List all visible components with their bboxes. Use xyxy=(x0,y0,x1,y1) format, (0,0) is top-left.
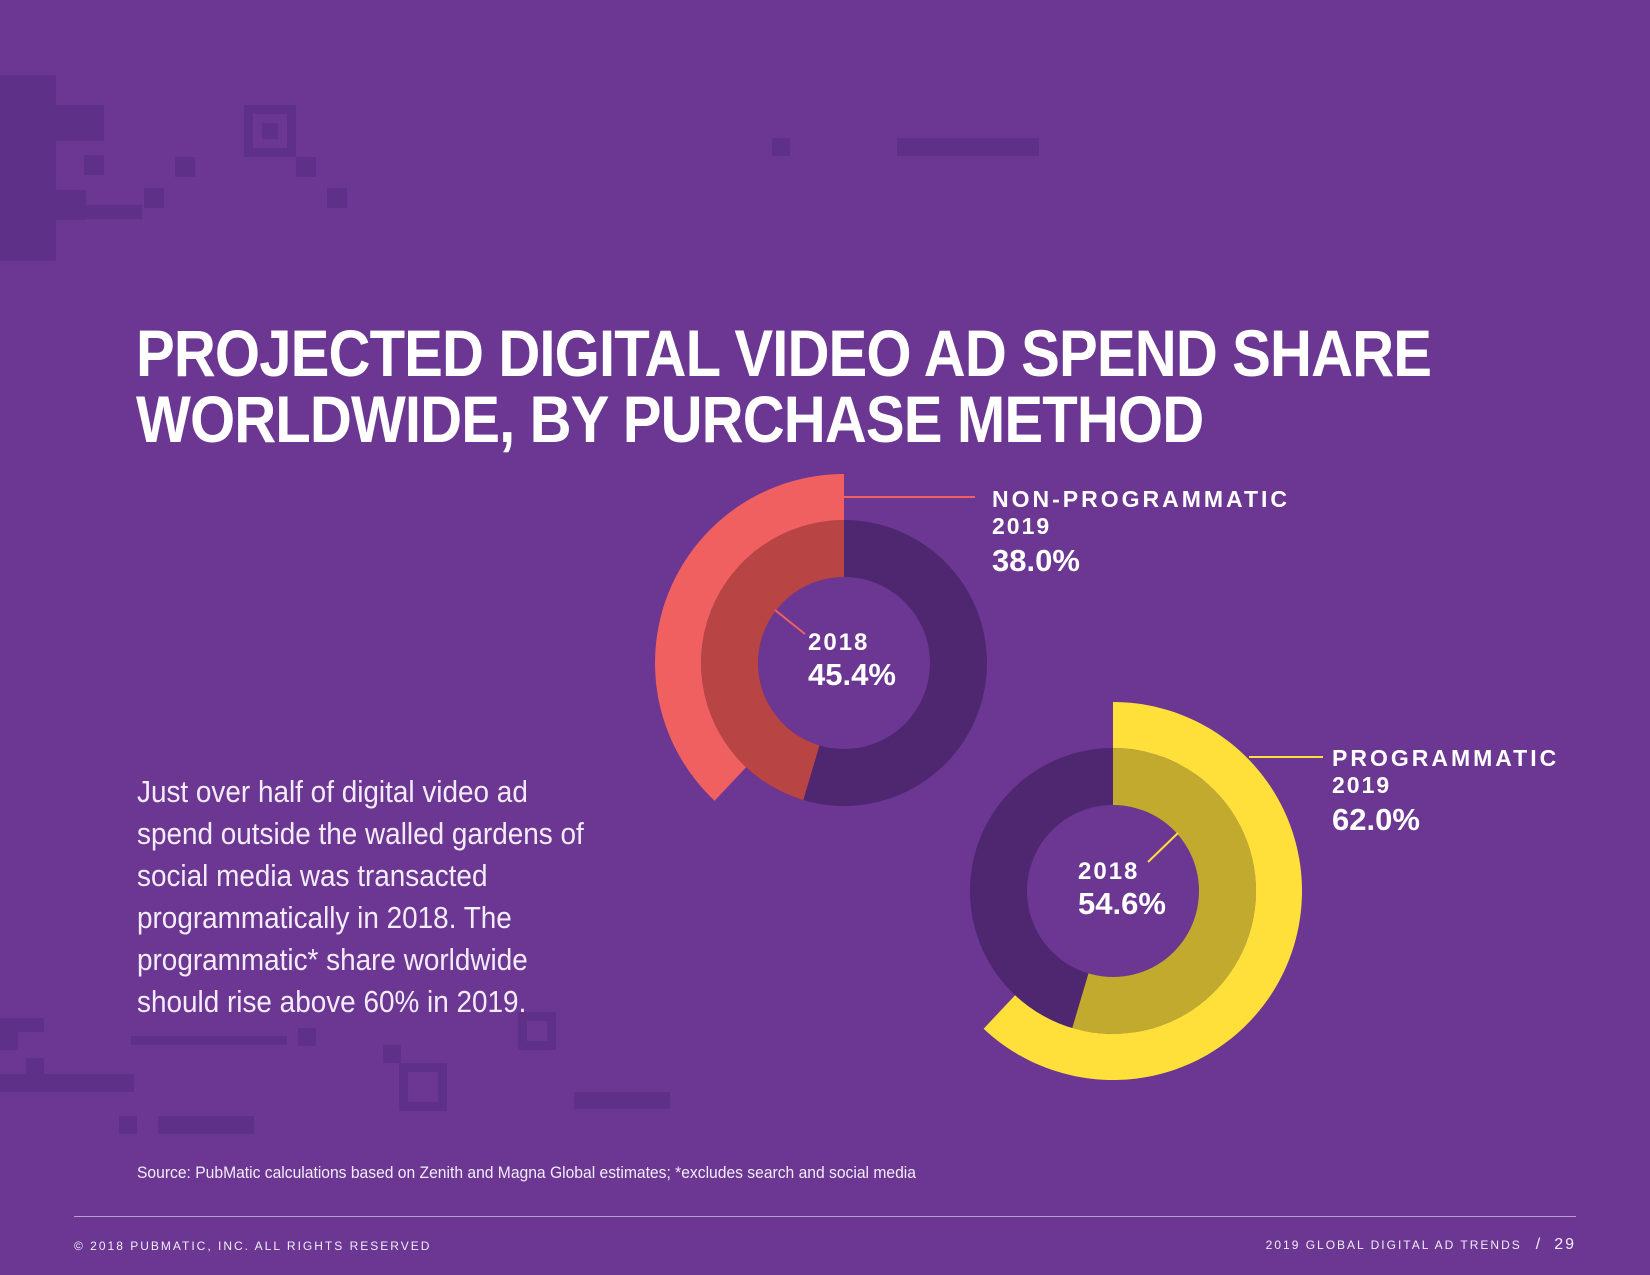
non-programmatic-2019-arc xyxy=(655,474,844,801)
decor-block xyxy=(56,190,86,220)
decor-block xyxy=(158,1116,254,1134)
body-text: Just over half of digital video ad spend… xyxy=(137,774,584,1019)
non-programmatic-callout-year: 2019 xyxy=(992,513,1051,539)
footer-separator: / xyxy=(1535,1236,1543,1253)
footer-divider xyxy=(74,1216,1576,1217)
decor-block xyxy=(327,188,347,208)
decor-block xyxy=(131,1036,287,1045)
decor-block xyxy=(26,1058,44,1076)
footer-report: 2019 GLOBAL DIGITAL AD TRENDS / 29 xyxy=(1266,1236,1576,1254)
programmatic-center-year: 2018 xyxy=(1078,858,1139,885)
footer-report-title: 2019 GLOBAL DIGITAL AD TRENDS xyxy=(1265,1238,1522,1252)
decor-block xyxy=(0,1032,18,1050)
decor-block xyxy=(175,157,195,177)
decor-block xyxy=(0,1018,44,1032)
decor-square xyxy=(399,1063,447,1111)
decor-block xyxy=(574,1092,670,1109)
donut-charts: NON-PROGRAMMATIC201938.0%201845.4%PROGRA… xyxy=(655,474,1559,1080)
programmatic-2018-arc xyxy=(1072,748,1256,1034)
decor-block xyxy=(84,155,104,175)
decor-block xyxy=(897,138,1039,156)
footer-copyright: © 2018 PUBMATIC, INC. ALL RIGHTS RESERVE… xyxy=(74,1239,432,1253)
page-number: 29 xyxy=(1554,1236,1576,1253)
non-programmatic-center-year: 2018 xyxy=(808,629,869,656)
decor-block xyxy=(296,157,316,177)
page-title: PROJECTED DIGITAL VIDEO AD SPEND SHARE W… xyxy=(136,316,1432,457)
decor-block xyxy=(56,105,104,141)
source-note: Source: PubMatic calculations based on Z… xyxy=(137,1163,916,1182)
decor-block xyxy=(0,75,56,261)
programmatic-callout-value: 62.0% xyxy=(1332,802,1420,837)
programmatic-2019-arc xyxy=(983,702,1303,1080)
non-programmatic-2018-arc xyxy=(700,520,844,801)
non-programmatic-center-value: 45.4% xyxy=(808,657,896,692)
programmatic-callout-category: PROGRAMMATIC xyxy=(1332,745,1559,771)
decor-square xyxy=(244,105,296,157)
decor-block xyxy=(772,138,790,156)
page-title-line-1: PROJECTED DIGITAL VIDEO AD SPEND SHARE xyxy=(136,316,1432,391)
decor-block xyxy=(383,1045,401,1063)
page-title-line-2: WORLDWIDE, BY PURCHASE METHOD xyxy=(136,382,1204,457)
non-programmatic-2018-leader xyxy=(774,609,806,635)
decor-block xyxy=(262,123,278,139)
decor-block xyxy=(86,205,142,219)
decor-block xyxy=(0,1074,134,1092)
programmatic-2018-leader xyxy=(1147,832,1179,863)
non-programmatic-callout-value: 38.0% xyxy=(992,543,1080,578)
programmatic-center-value: 54.6% xyxy=(1078,886,1166,921)
non-programmatic-callout-category: NON-PROGRAMMATIC xyxy=(992,486,1290,512)
decor-block xyxy=(144,188,164,208)
decor-square xyxy=(518,1012,556,1050)
decor-block xyxy=(298,1028,316,1046)
programmatic-callout-year: 2019 xyxy=(1332,772,1391,798)
decor-block xyxy=(119,1116,137,1134)
